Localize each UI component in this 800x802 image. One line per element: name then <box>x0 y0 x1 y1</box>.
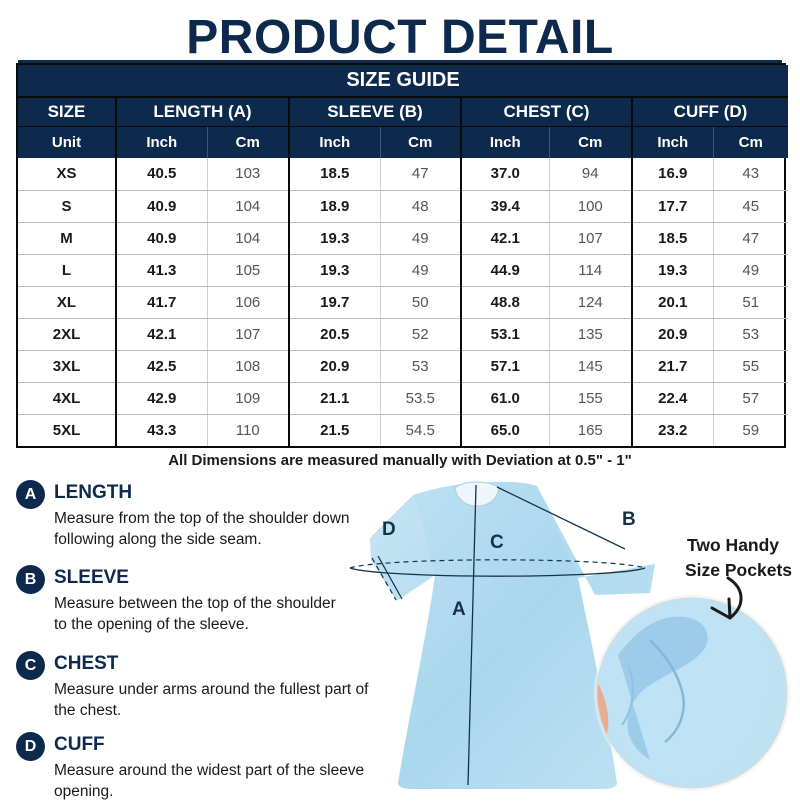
svg-text:Size Pockets: Size Pockets <box>685 560 792 580</box>
svg-text:D: D <box>382 519 396 540</box>
svg-text:Two Handy: Two Handy <box>687 535 779 555</box>
svg-text:C: C <box>490 532 504 553</box>
svg-text:B: B <box>622 509 636 530</box>
svg-text:A: A <box>452 599 466 620</box>
